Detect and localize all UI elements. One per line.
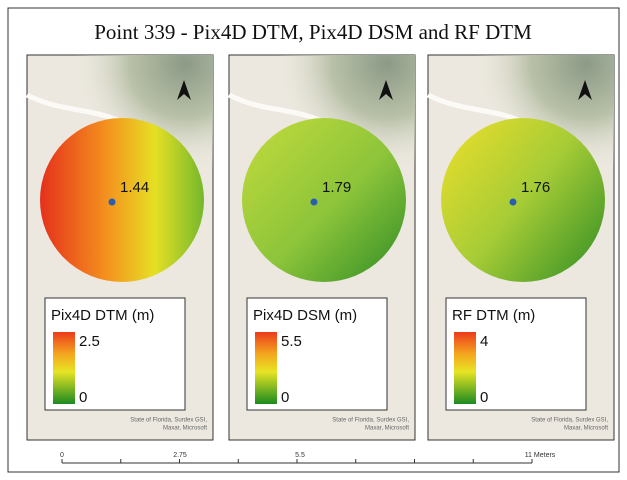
attribution: State of Florida, Surdex GSI,: [130, 418, 207, 424]
legend-max: 2.5: [79, 333, 100, 350]
scale-label: 0: [60, 452, 64, 459]
attribution: Maxar, Microsoft: [564, 426, 608, 432]
raster-surface: [40, 118, 204, 282]
point: [109, 199, 116, 206]
title: Point 339 - Pix4D DTM, Pix4D DSM and RF …: [94, 20, 532, 44]
legend-ramp: [53, 332, 75, 404]
legend-title: Pix4D DSM (m): [253, 307, 357, 324]
attribution: Maxar, Microsoft: [163, 426, 207, 432]
point-label: 1.76: [521, 179, 550, 196]
map-panel: 1.79 Pix4D DSM (m) 5.5 0 State of Florida, S…: [229, 55, 415, 440]
raster-surface: [441, 118, 605, 282]
legend-max: 5.5: [281, 333, 302, 350]
scale-label: 2.75: [173, 452, 187, 459]
map-panel: 1.76 RF DTM (m) 4 0 State of Florida, Surdex…: [428, 55, 614, 440]
legend-min: 0: [79, 389, 87, 406]
legend-min: 0: [480, 389, 488, 406]
scale-label: 5.5: [295, 452, 305, 459]
raster-surface: [242, 118, 406, 282]
point-label: 1.79: [322, 179, 351, 196]
point: [510, 199, 517, 206]
map-panel: 1.44 Pix4D DTM (m) 2.5 0 State of Florida, S…: [27, 55, 213, 440]
point: [311, 199, 318, 206]
scale-label: 11 Meters: [525, 452, 556, 459]
legend-max: 4: [480, 333, 488, 350]
attribution: Maxar, Microsoft: [365, 426, 409, 432]
legend-title: RF DTM (m): [452, 307, 535, 324]
legend-ramp: [454, 332, 476, 404]
legend-ramp: [255, 332, 277, 404]
attribution: State of Florida, Surdex GSI,: [332, 418, 409, 424]
figure: Point 339 - Pix4D DTM, Pix4D DSM and RF …: [0, 0, 627, 480]
point-label: 1.44: [120, 179, 149, 196]
attribution: State of Florida, Surdex GSI,: [531, 418, 608, 424]
legend-title: Pix4D DTM (m): [51, 307, 154, 324]
panels: 1.44 Pix4D DTM (m) 2.5 0 State of Florida, S…: [27, 55, 614, 440]
legend-min: 0: [281, 389, 289, 406]
